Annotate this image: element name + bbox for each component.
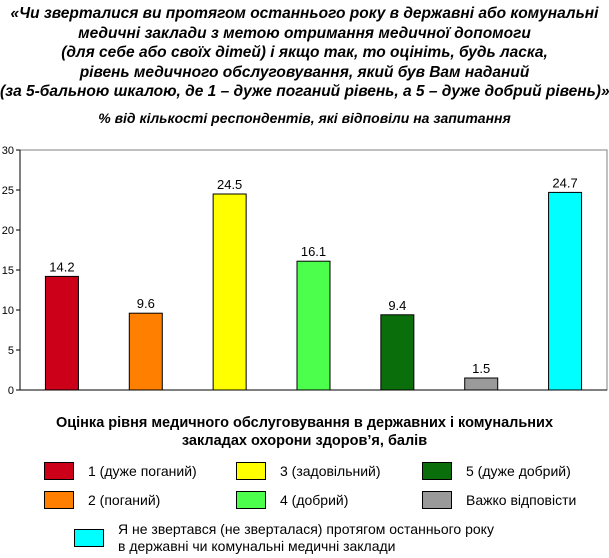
legend-item: 4 (добрий) (236, 490, 348, 510)
x-axis-label-line: Оцінка рівня медичного обслуговування в … (55, 415, 554, 431)
data-label: 9.4 (388, 298, 406, 313)
bar (296, 260, 331, 391)
y-tick-label: 0 (8, 385, 14, 397)
legend-item: Важко відповісти (422, 490, 576, 510)
title-line: рівень медичного обслуговування, який бу… (79, 63, 530, 81)
title-line: медичні заклади з метою отримання медичн… (78, 24, 531, 42)
data-label: 16.1 (301, 244, 326, 259)
legend-item: 3 (задовільний) (236, 461, 381, 481)
chart-title: «Чи зверталися ви протягом останнього ро… (0, 4, 609, 102)
chart-subtitle: % від кількості респондентів, які відпов… (98, 110, 511, 126)
y-tick-label: 10 (2, 305, 14, 317)
legend-label-line: Я не звертався (не зверталася) протягом … (118, 521, 494, 537)
legend-label: Я не звертався (не зверталася) протягом … (118, 521, 494, 555)
title-line: (за 5-бальною шкалою, де 1 – дуже погани… (0, 83, 609, 100)
legend-label: 4 (добрий) (280, 492, 349, 508)
y-tick-label: 5 (8, 345, 14, 357)
bar (380, 314, 415, 391)
legend-label: Важко відповісти (466, 492, 577, 508)
y-tick-label: 15 (2, 265, 14, 277)
x-axis-label-line: закладах охорони здоров’я, балів (181, 433, 428, 449)
y-tick-label: 30 (2, 145, 14, 157)
title-line: «Чи зверталися ви протягом останнього ро… (10, 5, 599, 22)
legend-label: 1 (дуже поганий) (88, 463, 197, 479)
bar-chart: 0 5 10 15 20 25 30 14.2 9.6 24.5 16.1 9.4 1.5 24.7 (2, 145, 608, 397)
bar (44, 275, 79, 391)
bar (548, 191, 583, 391)
legend-item: 5 (дуже добрий) (422, 461, 571, 481)
title-line: (для себе або своїх дітей) і якщо так, т… (61, 44, 548, 61)
bar (464, 377, 499, 391)
y-tick-label: 20 (2, 225, 14, 237)
data-label: 1.5 (472, 361, 490, 376)
data-label: 14.2 (49, 259, 74, 274)
legend-swatch (44, 462, 74, 480)
legend-swatch (422, 491, 452, 509)
x-axis-label: Оцінка рівня медичного обслуговування в … (0, 414, 609, 450)
data-label: 9.6 (137, 296, 155, 311)
legend-label: 2 (поганий) (88, 492, 161, 508)
legend-label: 5 (дуже добрий) (466, 463, 571, 479)
legend-swatch (422, 462, 452, 480)
bar (128, 312, 163, 391)
legend-swatch (236, 462, 266, 480)
y-tick-label: 25 (2, 185, 14, 197)
legend-item: Я не звертався (не зверталася) протягом … (74, 520, 494, 556)
legend-swatch (44, 491, 74, 509)
data-label: 24.5 (217, 177, 242, 192)
legend-label-line: в державні чи комунальні медичні заклади (118, 538, 396, 554)
bar (212, 193, 247, 391)
legend-item: 2 (поганий) (44, 490, 160, 510)
legend-label: 3 (задовільний) (280, 463, 381, 479)
legend-swatch (74, 529, 104, 547)
legend-swatch (236, 491, 266, 509)
legend-item: 1 (дуже поганий) (44, 461, 197, 481)
data-label: 24.7 (552, 175, 577, 190)
